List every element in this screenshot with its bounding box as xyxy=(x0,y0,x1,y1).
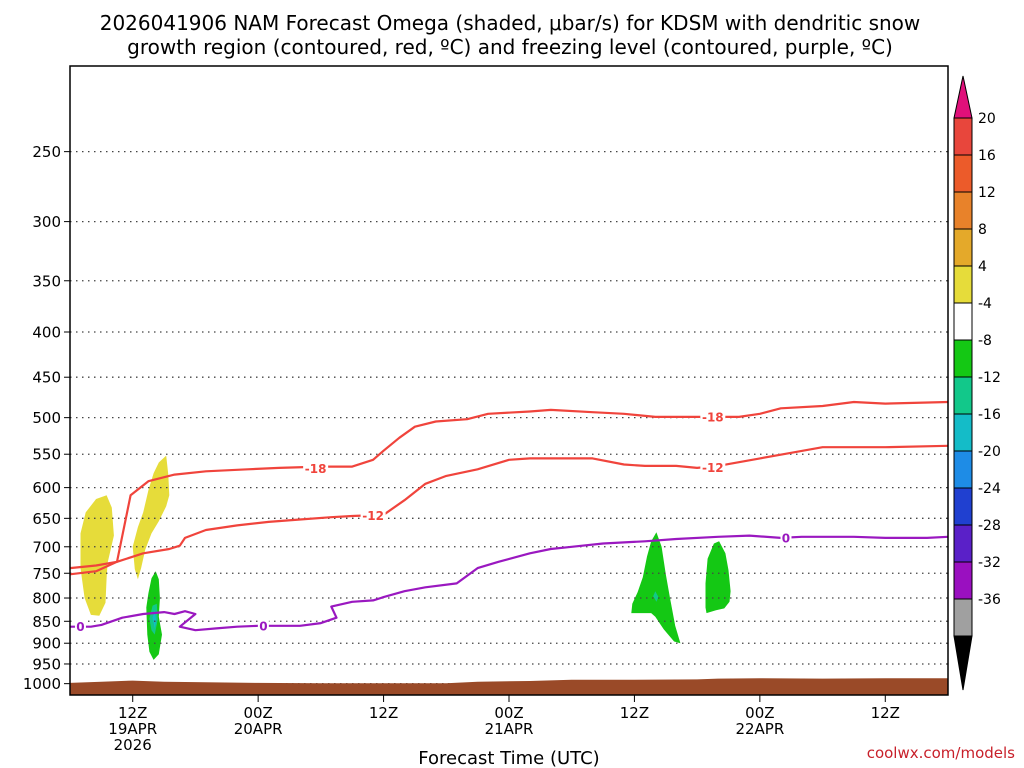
omega-colorbar: 20 16 12 8 4 -4 -8 -12 -16 -20 -24 -28 -32 -36 xyxy=(953,75,1001,691)
contour-label--12C-0: -12 xyxy=(362,509,384,523)
contour-label-bg--18C-1 xyxy=(700,409,726,424)
colorbar-bottom-arrow xyxy=(953,635,973,691)
y-tick-label-950: 950 xyxy=(32,655,61,673)
y-tick-label-1000: 1000 xyxy=(23,675,61,693)
credit-text[interactable]: coolwx.com/models xyxy=(867,744,1015,762)
colorbar-swatch-11 xyxy=(953,524,973,563)
x-tick-label-6-1: 19APR xyxy=(108,720,157,738)
contour-label-bg-0C-0 xyxy=(74,619,86,634)
ground-surface-layer xyxy=(70,678,948,695)
y-tick-label-700: 700 xyxy=(32,538,61,556)
omega-region-positive-0 xyxy=(80,495,114,616)
x-tick-label-6-2: 2026 xyxy=(114,736,152,754)
x-tick-label-42-0: 00Z xyxy=(494,704,523,722)
colorbar-swatch-6 xyxy=(953,339,973,378)
contour-line--12C xyxy=(69,444,949,570)
y-axis: 250 300 350 400 450 500 550 600 650 700 750 800 850 9… xyxy=(23,143,70,693)
colorbar-label-6: -8 xyxy=(978,333,992,349)
colorbar-swatch-9 xyxy=(953,450,973,489)
y-tick-label-750: 750 xyxy=(32,565,61,583)
colorbar-label-2: 12 xyxy=(978,185,996,201)
colorbar-swatch-0 xyxy=(953,117,973,156)
pressure-gridlines xyxy=(70,150,948,685)
contour-label-0C-2: 0 xyxy=(782,531,790,545)
colorbar-swatch-13 xyxy=(953,598,973,637)
chart-title-line-1: 2026041906 NAM Forecast Omega (shaded, μ… xyxy=(100,11,921,35)
colorbar-top-arrow xyxy=(953,75,973,119)
contour-label--18C-0: -18 xyxy=(305,462,327,476)
y-tick-label-250: 250 xyxy=(32,143,61,161)
ground-surface xyxy=(70,678,948,695)
colorbar-label-11: -28 xyxy=(978,518,1001,534)
contour-label-bg--12C-1 xyxy=(700,460,726,475)
contour-label--18C-1: -18 xyxy=(702,410,724,424)
x-tick-label-66-0: 00Z xyxy=(745,704,774,722)
omega-region-negative-6 xyxy=(653,591,659,602)
colorbar-swatch-8 xyxy=(953,413,973,452)
x-tick-label-18-1: 20APR xyxy=(234,720,283,738)
colorbar-swatch-5 xyxy=(953,302,973,341)
plot-frame xyxy=(69,65,949,696)
colorbar-label-3: 8 xyxy=(978,222,987,238)
colorbar-swatch-1 xyxy=(953,154,973,193)
colorbar-swatch-3 xyxy=(953,228,973,267)
y-tick-label-300: 300 xyxy=(32,213,61,231)
omega-region-negative-5 xyxy=(631,532,681,644)
colorbar-label-4: 4 xyxy=(978,259,987,275)
colorbar-swatch-7 xyxy=(953,376,973,415)
y-tick-label-900: 900 xyxy=(32,635,61,653)
contour-label-bg--18C-0 xyxy=(303,461,329,476)
colorbar-label-1: 16 xyxy=(978,148,996,164)
colorbar-swatch-2 xyxy=(953,191,973,230)
x-axis-label: Forecast Time (UTC) xyxy=(418,748,599,768)
y-tick-label-800: 800 xyxy=(32,590,61,608)
contour-label-bg-0C-2 xyxy=(780,530,792,545)
omega-region-negative-7 xyxy=(705,541,731,614)
contour-label-bg--12C-0 xyxy=(360,508,386,523)
contour-label-bg-0C-1 xyxy=(257,618,269,633)
x-tick-label-78-0: 12Z xyxy=(871,704,900,722)
omega-region-positive-1 xyxy=(132,455,170,580)
omega-shading-layer xyxy=(80,455,731,660)
contour-label-0C-1: 0 xyxy=(259,619,267,633)
x-tick-label-42-1: 21APR xyxy=(485,720,534,738)
temperature-contours-layer: -18 -18 -12 -12 0 0 0 xyxy=(69,400,949,634)
colorbar-label-10: -24 xyxy=(978,481,1001,497)
x-tick-label-6-0: 12Z xyxy=(118,704,147,722)
x-tick-label-30-0: 12Z xyxy=(369,704,398,722)
y-tick-label-400: 400 xyxy=(32,324,61,342)
y-tick-label-850: 850 xyxy=(32,613,61,631)
colorbar-label-12: -32 xyxy=(978,555,1001,571)
x-tick-label-18-0: 00Z xyxy=(243,704,272,722)
contour-label-0C-0: 0 xyxy=(76,620,84,634)
y-tick-label-450: 450 xyxy=(32,369,61,387)
colorbar-swatch-12 xyxy=(953,561,973,600)
x-tick-label-54-0: 12Z xyxy=(620,704,649,722)
contour-line-0C xyxy=(70,534,949,632)
x-tick-label-66-1: 22APR xyxy=(735,720,784,738)
omega-region-negative-4 xyxy=(152,610,157,629)
colorbar-label-9: -20 xyxy=(978,444,1001,460)
y-tick-label-500: 500 xyxy=(32,409,61,427)
y-tick-label-350: 350 xyxy=(32,272,61,290)
colorbar-swatch-10 xyxy=(953,487,973,526)
colorbar-swatch-4 xyxy=(953,265,973,304)
colorbar-label-0: 20 xyxy=(978,111,996,127)
y-tick-label-650: 650 xyxy=(32,510,61,528)
contour-line--18C xyxy=(69,400,949,576)
colorbar-label-8: -16 xyxy=(978,407,1001,423)
colorbar-label-13: -36 xyxy=(978,592,1001,608)
colorbar-label-7: -12 xyxy=(978,370,1001,386)
y-tick-label-600: 600 xyxy=(32,479,61,497)
chart-title-line-2: growth region (contoured, red, ºC) and f… xyxy=(127,35,893,59)
y-tick-label-550: 550 xyxy=(32,446,61,464)
contour-label--12C-1: -12 xyxy=(702,461,724,475)
colorbar-label-5: -4 xyxy=(978,296,992,312)
